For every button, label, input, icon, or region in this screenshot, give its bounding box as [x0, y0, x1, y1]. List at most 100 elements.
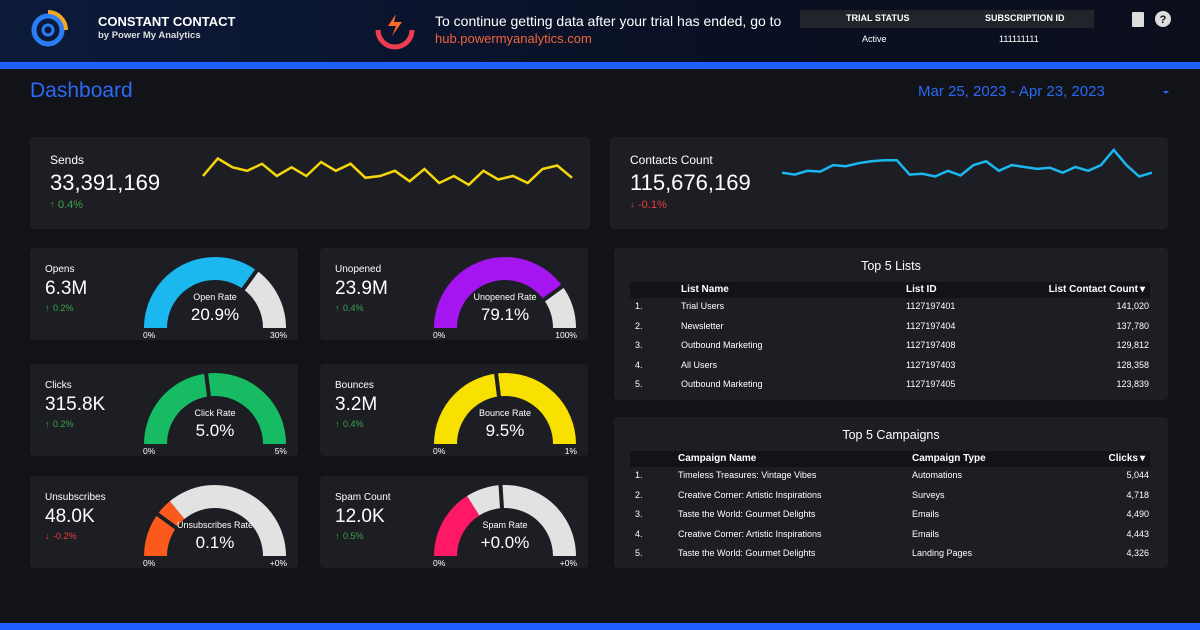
notice: To continue getting data after your tria… [435, 13, 782, 29]
row-number: 2. [635, 320, 643, 331]
gauge-value: 12.0K [335, 506, 385, 527]
gauge-label: Spam Count [335, 492, 391, 503]
gauge-rate-label: Unopened Rate [473, 292, 536, 302]
gauge-rate: 5.0% [196, 421, 235, 440]
gauge-arc [434, 373, 576, 444]
brand: CONSTANT CONTACT [98, 14, 236, 29]
gauge-marker [541, 283, 566, 303]
cell: Emails [912, 509, 940, 519]
cell: Newsletter [681, 320, 724, 331]
change-arrow: ↓ [45, 531, 50, 541]
gauge-track [169, 484, 286, 556]
change: -0.2% [53, 531, 77, 541]
column-header: List ID [906, 284, 937, 295]
status-value: Active [862, 34, 887, 44]
cell: Creative Corner: Artistic Inspirations [678, 489, 822, 500]
sparkline [202, 156, 573, 187]
gauge-track [543, 286, 576, 328]
cell: 137,780 [1116, 320, 1149, 331]
row-number: 2. [635, 489, 643, 500]
notice-icon [375, 29, 415, 50]
change-arrow: ↑ [45, 303, 50, 313]
cell: 129,812 [1116, 340, 1149, 350]
gauge-min: 0% [433, 330, 446, 340]
kpi-value: 115,676,169 [630, 170, 751, 195]
gauge-value: 48.0K [45, 506, 95, 527]
gauge-arc [434, 496, 480, 556]
row-number: 1. [635, 301, 643, 311]
cell: Outbound Marketing [681, 340, 763, 350]
gauge-max: 1% [565, 446, 578, 456]
gauge-marker [493, 371, 502, 399]
table-card [614, 417, 1168, 568]
help-icon[interactable] [1155, 11, 1171, 27]
date-dropdown[interactable] [1163, 91, 1169, 94]
table-card [614, 248, 1168, 400]
kpi-label: Contacts Count [630, 153, 713, 167]
gauge-max: +0% [560, 558, 578, 568]
row-number: 4. [635, 528, 643, 539]
gauge-max: 100% [555, 330, 577, 340]
gauge-arc [434, 257, 563, 328]
change: 0.5% [343, 531, 364, 541]
date-range[interactable]: Mar 25, 2023 - Apr 23, 2023 [918, 83, 1105, 100]
notice-bolt [388, 14, 402, 36]
gauge-marker [154, 511, 179, 531]
sparkline [781, 147, 1153, 178]
cell: Outbound Marketing [681, 379, 763, 389]
cell: 4,443 [1126, 528, 1149, 539]
gauge-value: 23.9M [335, 278, 388, 299]
cell: Taste the World: Gourmet Delights [678, 548, 816, 558]
footer-rule [0, 623, 1200, 630]
gauge-arc [144, 372, 286, 444]
gauge-max: +0% [270, 558, 288, 568]
gauge-value: 315.8K [45, 394, 106, 415]
cell: 123,839 [1116, 379, 1149, 389]
change-arrow: ↑ [45, 419, 50, 429]
change: 0.2% [53, 419, 74, 429]
gauge-arc [144, 501, 185, 556]
logo [31, 13, 65, 47]
gauge-rate-label: Click Rate [194, 408, 235, 418]
kpi-value: 33,391,169 [50, 170, 161, 195]
row-number: 3. [635, 509, 643, 519]
cell: Creative Corner: Artistic Inspirations [678, 528, 822, 539]
gauge-marker [498, 483, 505, 511]
doc-icon[interactable] [1132, 12, 1144, 27]
table-title: Top 5 Campaigns [842, 428, 940, 442]
row-number: 5. [635, 379, 643, 389]
change: -0.1% [638, 199, 667, 211]
gauge-rate: 79.1% [481, 305, 529, 324]
table-header-bg [630, 451, 1150, 467]
cell: 1127197403 [906, 359, 956, 370]
change: 0.4% [58, 199, 84, 211]
kpi-card [610, 137, 1168, 229]
gauge-max: 5% [275, 446, 288, 456]
change: 0.4% [343, 303, 364, 313]
gauge-min: 0% [143, 330, 156, 340]
cell: Landing Pages [912, 548, 973, 558]
column-header[interactable]: List Contact Count [1048, 284, 1138, 295]
change-arrow: ↑ [50, 199, 55, 209]
notice-link[interactable]: hub.powermyanalytics.com [435, 31, 592, 46]
gauge-value: 3.2M [335, 394, 378, 415]
column-header: List Name [681, 284, 729, 295]
gauge-label: Unsubscribes [45, 492, 106, 503]
row-number: 5. [635, 548, 643, 558]
cell: 1127197405 [906, 379, 956, 389]
cell: 4,326 [1126, 548, 1149, 558]
cell: 1127197401 [906, 301, 956, 311]
cell: Timeless Treasures: Vintage Vibes [678, 470, 817, 480]
cell: Trial Users [681, 301, 725, 311]
column-header[interactable]: Clicks [1108, 453, 1138, 464]
gauge-track [243, 270, 286, 328]
gauge-label: Bounces [335, 380, 374, 391]
gauge-label: Unopened [335, 264, 382, 275]
status-header: TRIAL STATUS [846, 13, 910, 23]
change: 0.2% [53, 303, 74, 313]
cell: Surveys [912, 489, 945, 500]
gauge-max: 30% [270, 330, 287, 340]
cell: 5,044 [1126, 470, 1149, 480]
